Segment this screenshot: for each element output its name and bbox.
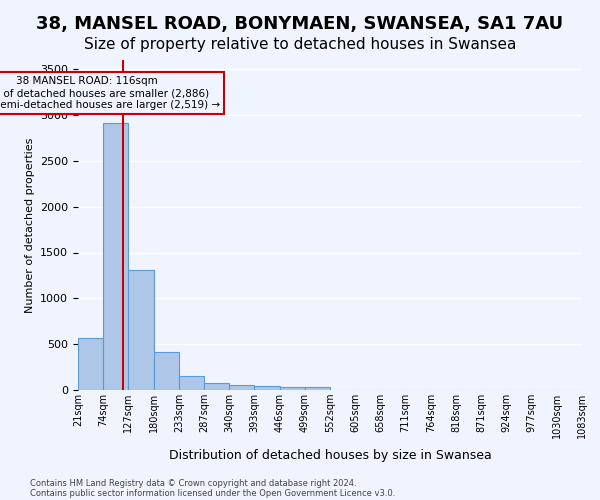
Text: Size of property relative to detached houses in Swansea: Size of property relative to detached ho…: [84, 38, 516, 52]
Bar: [179, 376, 204, 390]
Bar: [103, 123, 128, 390]
Bar: [128, 270, 154, 390]
Text: 38, MANSEL ROAD, BONYMAEN, SWANSEA, SA1 7AU: 38, MANSEL ROAD, BONYMAEN, SWANSEA, SA1 …: [37, 15, 563, 33]
Bar: [229, 384, 254, 390]
Bar: [78, 338, 103, 390]
Bar: [154, 352, 179, 390]
Text: 38 MANSEL ROAD: 116sqm
← 53% of detached houses are smaller (2,886)
46% of semi-: 38 MANSEL ROAD: 116sqm ← 53% of detached…: [0, 76, 220, 110]
X-axis label: Distribution of detached houses by size in Swansea: Distribution of detached houses by size …: [169, 449, 491, 462]
Bar: [204, 382, 229, 390]
Bar: [280, 386, 305, 390]
Bar: [254, 386, 280, 390]
Y-axis label: Number of detached properties: Number of detached properties: [25, 138, 35, 312]
Bar: [305, 387, 330, 390]
Text: Contains public sector information licensed under the Open Government Licence v3: Contains public sector information licen…: [30, 488, 395, 498]
Text: Contains HM Land Registry data © Crown copyright and database right 2024.: Contains HM Land Registry data © Crown c…: [30, 478, 356, 488]
